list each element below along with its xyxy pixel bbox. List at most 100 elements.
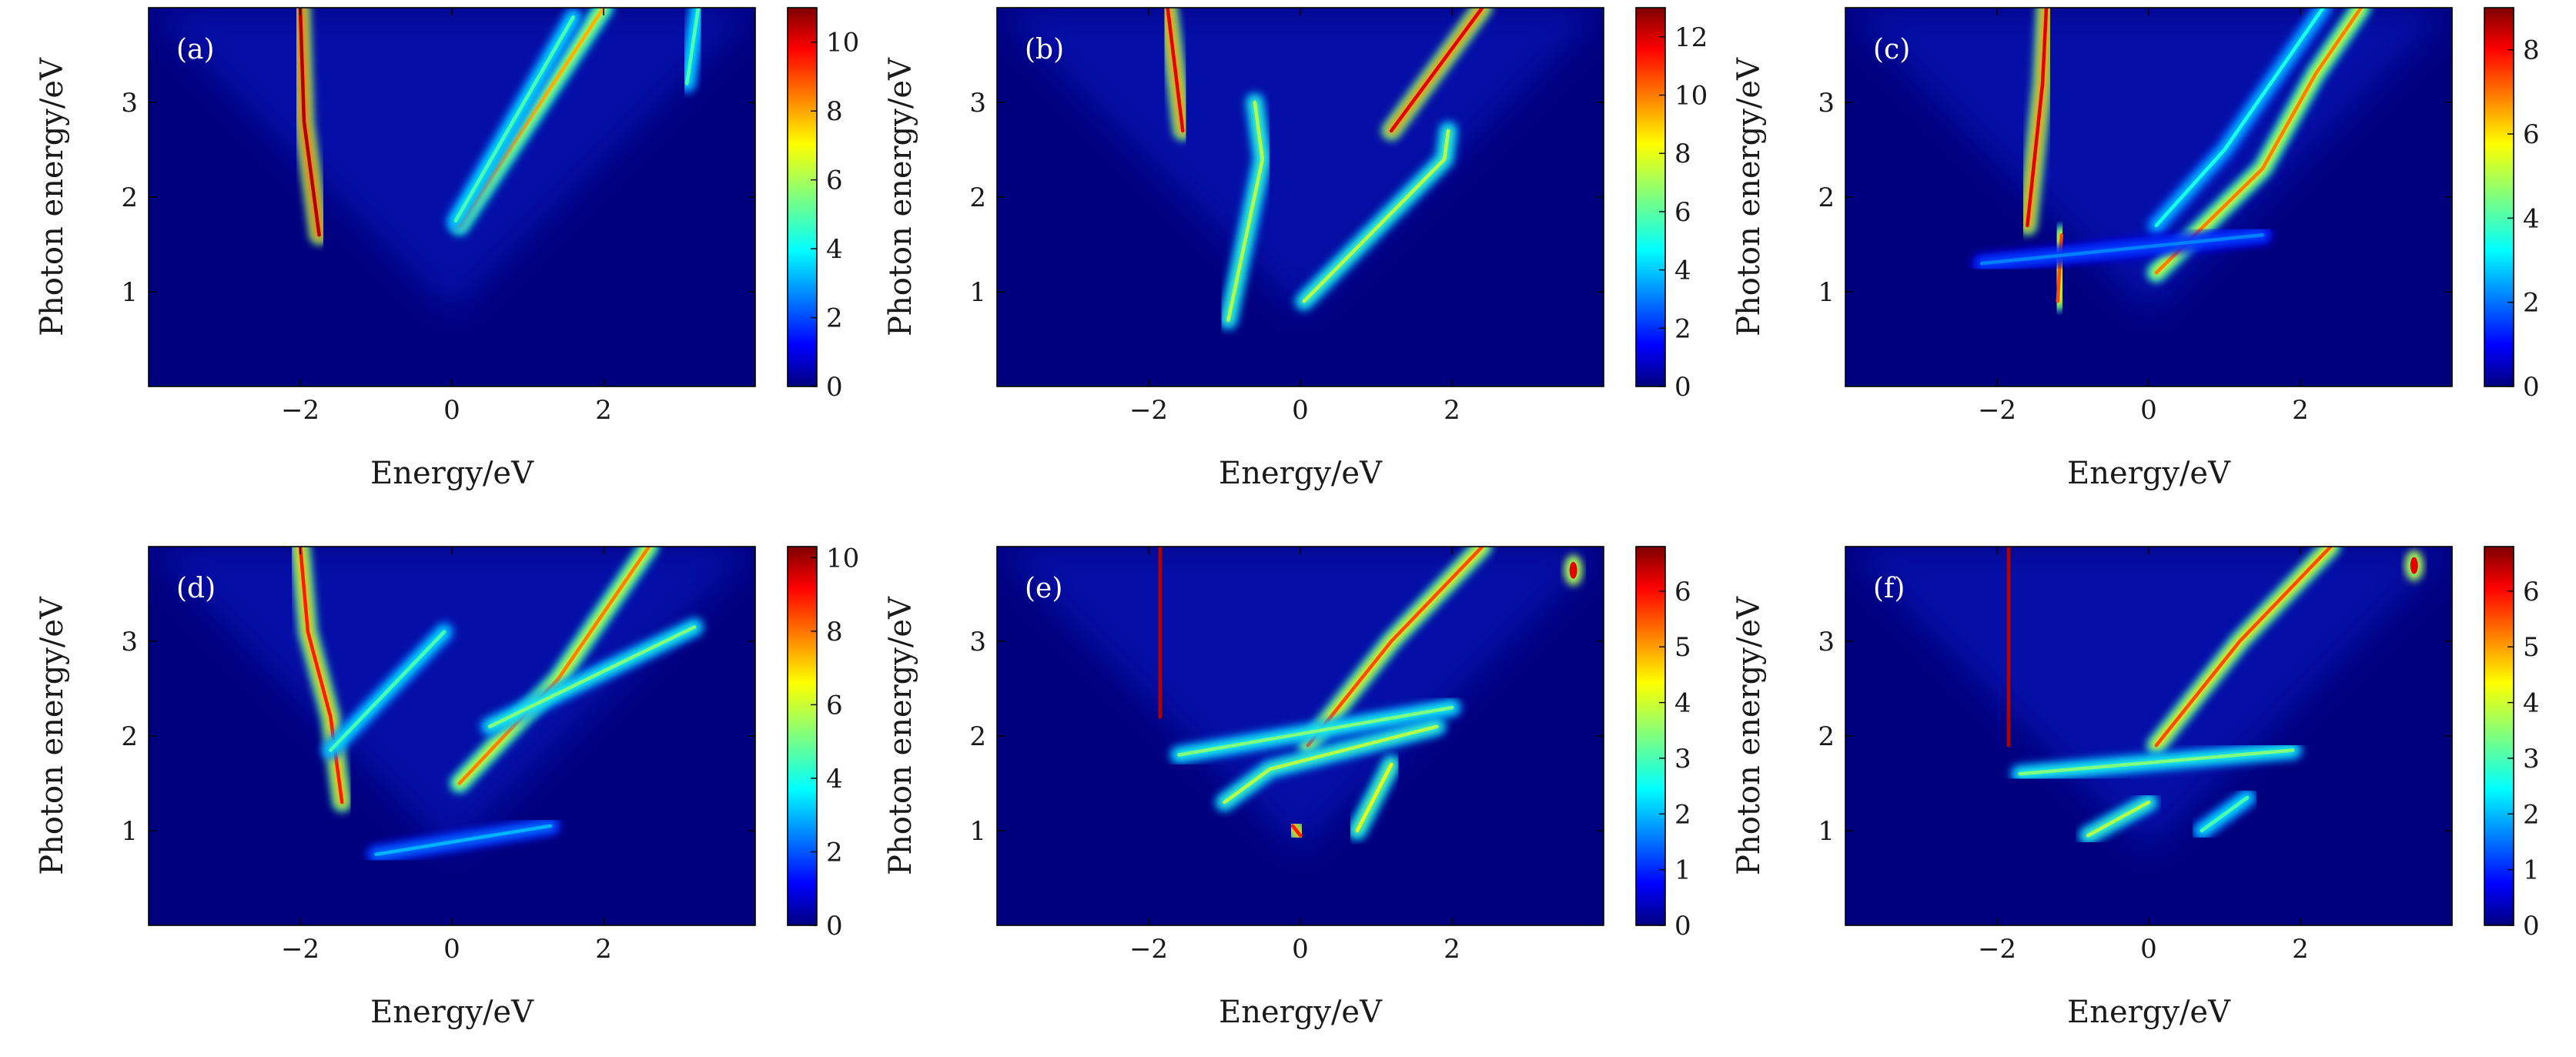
y-tick-label: 2 — [969, 182, 986, 213]
colorbar-tick-label: 8 — [826, 96, 843, 127]
y-tick-label: 3 — [1818, 88, 1835, 119]
x-tick-label: 2 — [595, 395, 612, 426]
colorbar-tick-label: 2 — [2523, 288, 2540, 319]
colorbar-tick-label: 2 — [1674, 313, 1691, 344]
colorbar-tick-label: 4 — [2523, 688, 2540, 719]
feature-3 — [2018, 748, 2295, 776]
colorbar — [1636, 8, 1665, 386]
colorbar-tick-label: 5 — [2523, 632, 2540, 663]
feature-7 — [1569, 561, 1577, 579]
colorbar-tick-label: 8 — [1674, 139, 1691, 169]
y-tick-label: 1 — [1818, 816, 1835, 847]
colorbar-tick-label: 2 — [1674, 799, 1691, 830]
y-tick-label: 1 — [1818, 277, 1835, 308]
colorbar-frame — [2484, 546, 2514, 926]
x-tick-label: −2 — [1129, 934, 1168, 965]
feature-2 — [329, 630, 447, 752]
colorbar-tick-label: 4 — [826, 764, 843, 794]
y-tick-label: 3 — [121, 627, 138, 657]
y-axis-label: Photon energy/eV — [35, 596, 70, 875]
feature-3 — [1302, 129, 1450, 303]
colorbar-frame — [1635, 7, 1666, 387]
panel-label: (d) — [176, 573, 216, 604]
panel-label: (c) — [1873, 34, 1910, 65]
x-tick-label: −2 — [281, 395, 319, 426]
colorbar — [788, 8, 817, 386]
x-tick-label: 0 — [2140, 934, 2157, 965]
feature-5 — [1290, 824, 1303, 838]
y-axis-label: Photon energy/eV — [1731, 596, 1767, 875]
colorbar-tick-label: 8 — [2523, 35, 2540, 66]
feature-4 — [2154, 8, 2325, 228]
continuum-haze — [1845, 547, 2452, 850]
x-tick-label: 2 — [1444, 395, 1460, 426]
y-axis-label: Photon energy/eV — [35, 57, 70, 336]
colorbar-tick-label: 6 — [826, 166, 843, 196]
y-tick-label: 2 — [1818, 182, 1835, 213]
x-tick-label: 2 — [2292, 934, 2309, 965]
x-tick-label: 0 — [2140, 395, 2157, 426]
x-tick-label: 0 — [1292, 934, 1309, 965]
colorbar-frame — [787, 7, 818, 387]
continuum-haze — [997, 547, 1604, 850]
colorbar-tick-label: 3 — [1674, 744, 1691, 774]
colorbar-frame — [1635, 546, 1666, 926]
colorbar-tick-label: 10 — [826, 28, 859, 59]
feature-5 — [374, 824, 553, 857]
x-axis-label: Energy/eV — [1219, 995, 1383, 1030]
colorbar-tick-label: 6 — [2523, 119, 2540, 150]
colorbar-tick-label: 12 — [1674, 22, 1708, 53]
feature-4 — [2086, 800, 2151, 838]
colorbar-tick-label: 10 — [1674, 81, 1708, 112]
x-axis-label: Energy/eV — [1219, 456, 1383, 491]
colorbar-tick-label: 1 — [2523, 855, 2540, 886]
x-tick-label: 0 — [443, 934, 460, 965]
feature-3 — [2154, 8, 2364, 275]
colorbar-tick-label: 6 — [826, 690, 843, 721]
y-axis-label: Photon energy/eV — [883, 596, 918, 875]
y-tick-label: 1 — [969, 816, 986, 847]
x-tick-label: −2 — [281, 934, 319, 965]
colorbar-tick-label: 1 — [1674, 855, 1691, 886]
feature-1 — [298, 8, 321, 237]
y-tick-label: 3 — [1818, 627, 1835, 657]
panel-a: −2 0 2 1 2 3 (a) Energy/eV Photon energy/eV 0 2 4 6 8… — [35, 7, 859, 491]
panel-label: (b) — [1025, 34, 1064, 65]
y-tick-label: 3 — [121, 88, 138, 119]
colorbar-tick-label: 2 — [826, 837, 843, 868]
x-tick-label: −2 — [1978, 934, 2016, 965]
colorbar-tick-label: 4 — [826, 234, 843, 265]
x-tick-label: −2 — [1978, 395, 2016, 426]
panel-e: −2 0 2 1 2 3 (e) Energy/eV Photon energy/eV 0 1 2 3 4… — [883, 546, 1691, 1030]
feature-6 — [1355, 762, 1393, 833]
colorbar-tick-label: 6 — [1674, 197, 1691, 228]
colorbar-tick-label: 4 — [2523, 203, 2540, 234]
feature-1 — [1166, 8, 1185, 133]
feature-2 — [2154, 547, 2333, 748]
x-tick-label: 0 — [443, 395, 460, 426]
feature-1 — [298, 547, 344, 804]
x-tick-label: −2 — [1129, 395, 1168, 426]
feature-4 — [1223, 724, 1439, 804]
x-axis-label: Energy/eV — [2067, 456, 2231, 491]
colorbar-frame — [2484, 7, 2514, 387]
feature-4 — [488, 625, 697, 728]
x-tick-label: 0 — [1292, 395, 1309, 426]
colorbar-tick-label: 0 — [1674, 372, 1691, 403]
feature-5 — [2200, 795, 2250, 833]
colorbar-tick-label: 8 — [826, 617, 843, 647]
feature-6 — [2410, 557, 2418, 574]
panel-f: −2 0 2 1 2 3 (f) Energy/eV Photon energy/eV 0 1 2 3 4… — [1731, 546, 2540, 1030]
colorbar-tick-label: 5 — [1674, 632, 1691, 663]
colorbar-frame — [787, 546, 818, 926]
y-tick-label: 3 — [969, 88, 986, 119]
colorbar-tick-label: 3 — [2523, 744, 2540, 774]
colorbar — [1636, 547, 1665, 925]
colorbar — [788, 547, 817, 925]
x-axis-label: Energy/eV — [2067, 995, 2231, 1030]
x-tick-label: 2 — [2292, 395, 2309, 426]
colorbar-tick-label: 6 — [1674, 577, 1691, 607]
feature-3 — [457, 547, 651, 785]
